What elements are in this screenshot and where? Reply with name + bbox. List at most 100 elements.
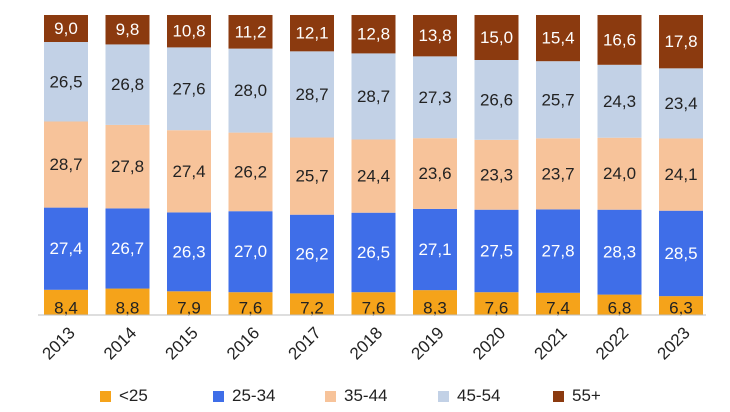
data-label-25-2013: 8,4 xyxy=(54,299,78,318)
x-tick-label-2023: 2023 xyxy=(654,323,694,363)
data-label-25-2019: 8,3 xyxy=(423,299,447,318)
data-label-45-54-2019: 27,3 xyxy=(418,88,451,107)
data-label-55-2015: 10,8 xyxy=(172,22,205,41)
stacked-bar-chart: 8,4 27,4 28,7 26,5 9,0 8,8 26,7 27,8 26,8 9,8 7,9 2… xyxy=(38,15,706,363)
data-label-25-2015: 7,9 xyxy=(177,299,201,318)
x-tick-label-2016: 2016 xyxy=(223,323,263,363)
legend-label-25-34: 25-34 xyxy=(232,386,276,405)
bar-segment-55-2020 xyxy=(474,15,519,60)
bar-segment-45-54-2019 xyxy=(413,56,457,139)
data-label-45-54-2017: 28,7 xyxy=(295,85,328,104)
bar-segment-25-34-2015 xyxy=(167,212,211,292)
legend-swatch-45-54 xyxy=(438,390,449,402)
data-label-25-34-2014: 26,7 xyxy=(111,239,144,258)
legend-swatch-35-44 xyxy=(325,390,336,402)
x-tick-label-2022: 2022 xyxy=(592,323,632,363)
data-label-55-2020: 15,0 xyxy=(480,28,513,47)
data-label-45-54-2013: 26,5 xyxy=(49,72,82,91)
bar-segment-25-34-2020 xyxy=(474,209,519,293)
x-tick-label-2013: 2013 xyxy=(39,323,79,363)
data-label-35-44-2018: 24,4 xyxy=(357,167,390,186)
data-label-25-2020: 7,6 xyxy=(485,299,509,318)
bar-segment-25-2019 xyxy=(413,290,457,315)
bar-segment-25-2018 xyxy=(351,292,396,315)
legend-swatch-25 xyxy=(100,390,111,402)
data-label-35-44-2021: 23,7 xyxy=(541,164,574,183)
x-tick-labels: 2013 2014 2015 2016 2017 2018 2019 2020 2021 2022… xyxy=(39,323,694,363)
bar-segment-55-2016 xyxy=(228,15,273,49)
bar-segment-25-2017 xyxy=(290,293,334,315)
data-label-25-34-2023: 28,5 xyxy=(664,244,697,263)
data-label-35-44-2013: 28,7 xyxy=(49,155,82,174)
data-label-45-54-2020: 26,6 xyxy=(480,90,513,109)
bar-segment-45-54-2016 xyxy=(228,48,273,133)
data-label-25-34-2018: 26,5 xyxy=(357,243,390,262)
bar-segment-35-44-2015 xyxy=(167,130,211,213)
bar-segment-25-2020 xyxy=(474,292,519,315)
data-label-55-2016: 11,2 xyxy=(235,22,267,41)
bar-segment-25-2015 xyxy=(167,291,211,315)
x-tick-label-2015: 2015 xyxy=(162,323,202,363)
bar-segment-25-34-2014 xyxy=(105,208,150,289)
bar-segment-25-34-2019 xyxy=(413,208,457,291)
bar-segment-45-54-2018 xyxy=(351,53,396,140)
data-label-25-2016: 7,6 xyxy=(239,299,263,318)
legend-item-25-34: 25-34 xyxy=(213,384,275,408)
data-label-45-54-2018: 28,7 xyxy=(357,87,390,106)
bars-layer: 8,4 27,4 28,7 26,5 9,0 8,8 26,7 27,8 26,8 9,8 7,9 2… xyxy=(44,15,703,318)
bar-segment-25-34-2017 xyxy=(290,214,334,294)
bar-segment-45-54-2014 xyxy=(105,44,150,125)
bar-segment-25-34-2016 xyxy=(228,211,273,293)
legend-label-35-44: 35-44 xyxy=(344,386,388,405)
data-label-25-34-2019: 27,1 xyxy=(418,240,451,259)
bar-segment-55-2014 xyxy=(105,15,150,45)
bar-segment-25-2014 xyxy=(105,288,150,315)
legend-item-35-44: 35-44 xyxy=(325,384,387,408)
chart-legend: <25 25-34 35-44 45-54 55+ xyxy=(0,384,730,408)
data-label-35-44-2016: 26,2 xyxy=(234,162,267,181)
legend-label-45-54: 45-54 xyxy=(457,386,501,405)
bar-segment-55-2022 xyxy=(597,15,642,65)
bar-segment-35-44-2021 xyxy=(536,138,580,210)
bar-segment-35-44-2014 xyxy=(105,124,150,209)
bar-segment-25-34-2013 xyxy=(44,207,88,290)
data-label-55-2021: 15,4 xyxy=(541,29,574,48)
bar-segment-25-2013 xyxy=(44,289,88,315)
data-label-45-54-2014: 26,8 xyxy=(111,75,144,94)
bar-segment-45-54-2022 xyxy=(597,64,642,138)
data-label-25-34-2021: 27,8 xyxy=(541,242,574,261)
data-label-25-34-2013: 27,4 xyxy=(49,239,82,258)
data-label-45-54-2023: 23,4 xyxy=(664,94,697,113)
bar-segment-55-2013 xyxy=(44,15,88,42)
bar-segment-35-44-2016 xyxy=(228,132,273,212)
x-tick-label-2019: 2019 xyxy=(408,323,448,363)
x-tick-label-2018: 2018 xyxy=(346,323,386,363)
data-label-35-44-2017: 25,7 xyxy=(295,167,328,186)
data-label-25-34-2016: 27,0 xyxy=(234,242,267,261)
data-label-55-2019: 13,8 xyxy=(418,26,451,45)
bar-segment-45-54-2023 xyxy=(659,68,703,139)
data-label-35-44-2020: 23,3 xyxy=(480,165,513,184)
bar-segment-35-44-2013 xyxy=(44,121,88,208)
data-label-25-2017: 7,2 xyxy=(300,299,324,318)
bar-segment-25-2022 xyxy=(597,294,642,315)
data-label-35-44-2023: 24,1 xyxy=(664,165,697,184)
legend-swatch-25-34 xyxy=(213,390,224,402)
bar-segment-35-44-2022 xyxy=(597,137,642,210)
bar-segment-35-44-2020 xyxy=(474,139,519,210)
data-label-25-2023: 6,3 xyxy=(669,299,693,318)
bar-segment-25-34-2021 xyxy=(536,209,580,293)
x-tick-label-2014: 2014 xyxy=(100,323,140,363)
bar-segment-45-54-2015 xyxy=(167,47,211,131)
x-tick-label-2020: 2020 xyxy=(469,323,509,363)
bar-segment-25-34-2018 xyxy=(351,212,396,293)
bar-segment-55-2017 xyxy=(290,15,334,52)
x-tick-label-2021: 2021 xyxy=(531,323,571,363)
bar-segment-45-54-2013 xyxy=(44,42,88,122)
bar-segment-25-34-2023 xyxy=(659,210,703,297)
data-label-35-44-2019: 23,6 xyxy=(418,164,451,183)
legend-label-25: <25 xyxy=(119,386,148,405)
data-label-25-34-2022: 28,3 xyxy=(603,243,636,262)
data-label-35-44-2015: 27,4 xyxy=(172,162,205,181)
legend-label-55: 55+ xyxy=(572,386,601,405)
